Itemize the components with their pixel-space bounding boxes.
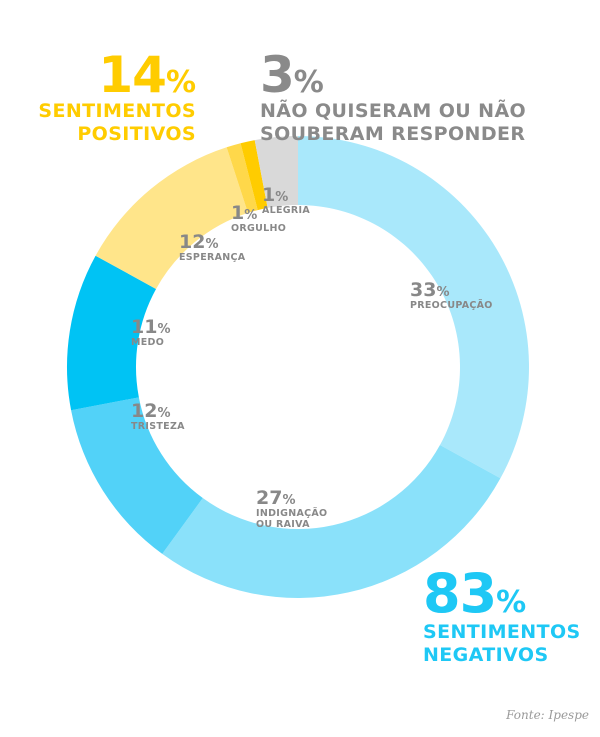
slice-label-indignacao: 27% INDIGNAÇÃO OU RAIVA xyxy=(256,487,328,531)
slice-alegria xyxy=(240,140,268,211)
slice-sem-resposta xyxy=(254,136,298,208)
slice-indignacao xyxy=(162,445,501,598)
slice-label-tristeza: 12% TRISTEZA xyxy=(131,400,185,433)
source-note: Fonte: Ipespe xyxy=(506,708,589,722)
positive-percent-sign: % xyxy=(165,65,196,100)
slice-medo xyxy=(67,255,157,411)
slice-label-medo: 11% MEDO xyxy=(131,316,171,349)
slice-label-alegria: 1% ALEGRIA xyxy=(262,184,310,217)
neutral-percent-sign: % xyxy=(293,65,324,100)
positive-label-line1: SENTIMENTOS xyxy=(38,100,196,122)
slice-label-orgulho: 1% ORGULHO xyxy=(231,202,287,235)
negative-percent: 83 xyxy=(423,562,497,625)
neutral-group-label: 3% NÃO QUISERAM OU NÃO SOUBERAM RESPONDE… xyxy=(260,50,526,146)
slice-orgulho xyxy=(226,143,258,213)
negative-percent-sign: % xyxy=(496,585,527,620)
negative-label-line2: NEGATIVOS xyxy=(423,644,549,666)
positive-percent: 14 xyxy=(98,46,167,104)
slice-tristeza xyxy=(71,397,203,554)
slice-label-preocupacao: 33% PREOCUPAÇÃO xyxy=(410,279,493,312)
negative-group-label: 83% SENTIMENTOS NEGATIVOS xyxy=(423,567,581,667)
slice-esperanca xyxy=(95,147,248,289)
positive-group-label: 14% SENTIMENTOS POSITIVOS xyxy=(0,50,196,146)
slice-label-esperanca: 12% ESPERANÇA xyxy=(179,231,246,264)
positive-label-line2: POSITIVOS xyxy=(77,123,196,145)
slice-preocupacao xyxy=(298,136,529,479)
negative-label-line1: SENTIMENTOS xyxy=(423,621,581,643)
neutral-percent: 3 xyxy=(260,46,295,104)
neutral-label-line1: NÃO QUISERAM OU NÃO xyxy=(260,100,527,122)
neutral-label-line2: SOUBERAM RESPONDER xyxy=(260,123,526,145)
